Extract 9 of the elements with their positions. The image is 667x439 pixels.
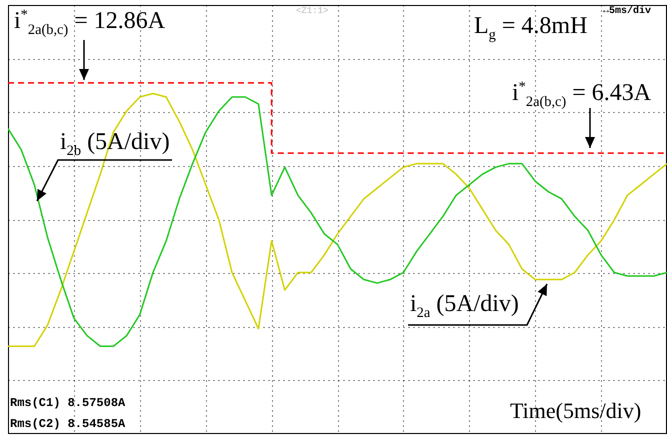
annotation: i$^{*}$$_{2a(b,c)}$ = 6.43A [512, 79, 652, 110]
annotation: Rms(C1) 8.57508A [10, 396, 126, 410]
annotation: i$_{2a}$ (5A/div) [410, 291, 519, 321]
text: L$_{g}$ = 4.8mH [474, 13, 588, 43]
annotation: Rms(C2) 8.54585A [10, 417, 126, 431]
text: i$^{*}$$_{2a(b,c)}$ = 12.86A [14, 7, 166, 38]
text: ↔5ms/div [603, 6, 652, 17]
text: <Z1:1> [296, 6, 328, 16]
annotation: Time(5ms/div) [510, 398, 642, 423]
